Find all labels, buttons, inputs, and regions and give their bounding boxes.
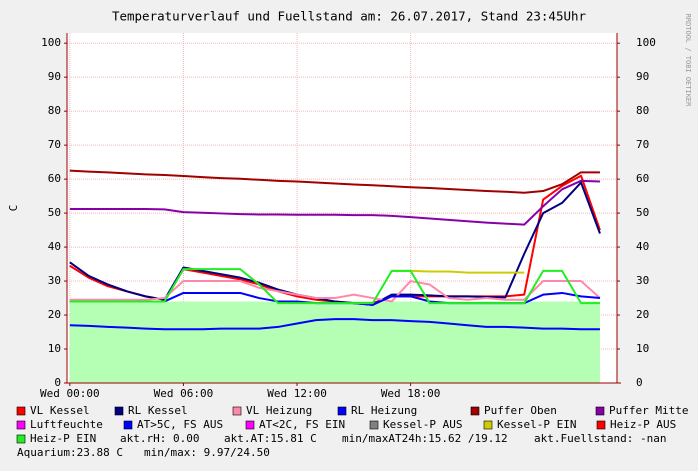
y2-tick-label: 90 <box>636 70 649 83</box>
y-tick-label: 90 <box>48 70 61 83</box>
legend-label: Luftfeuchte <box>30 418 103 431</box>
x-tick-label: Wed 00:00 <box>40 387 100 400</box>
legend-label: Heiz-P AUS <box>610 418 676 431</box>
y2-tick-label: 80 <box>636 104 649 117</box>
y-tick-label: 50 <box>48 206 61 219</box>
y-tick-label: 100 <box>41 36 61 49</box>
y2-tick-label: 0 <box>636 376 643 389</box>
legend-label: Kessel-P AUS <box>383 418 462 431</box>
y2-tick-label: 60 <box>636 172 649 185</box>
y2-tick-label: 30 <box>636 274 649 287</box>
legend-note: akt.AT:15.81 C <box>224 432 317 445</box>
legend-swatch <box>232 406 242 416</box>
x-tick-label: Wed 18:00 <box>381 387 441 400</box>
series-line <box>69 318 600 331</box>
y-tick-label: 60 <box>48 172 61 185</box>
series-line <box>69 280 601 303</box>
series-line <box>391 269 525 274</box>
series-line <box>69 268 600 305</box>
legend-swatch <box>123 420 133 430</box>
legend-swatch <box>483 420 493 430</box>
x-tick-label: Wed 06:00 <box>154 387 214 400</box>
series-line <box>69 179 600 226</box>
legend-label: VL Heizung <box>246 404 312 417</box>
legend-label: Heiz-P EIN <box>30 432 96 445</box>
legend-note: min/max: 9.97/24.50 <box>144 446 270 459</box>
legend-swatch <box>245 420 255 430</box>
y-tick-label: 40 <box>48 240 61 253</box>
legend-label: AT<2C, FS EIN <box>259 418 345 431</box>
y2-tick-label: 70 <box>636 138 649 151</box>
legend-swatch <box>596 420 606 430</box>
legend-swatch <box>16 420 26 430</box>
legend-swatch <box>369 420 379 430</box>
legend-swatch <box>114 406 124 416</box>
x-tick-label: Wed 12:00 <box>267 387 327 400</box>
y2-tick-label: 20 <box>636 308 649 321</box>
y-tick-label: 30 <box>48 274 61 287</box>
legend-label: Kessel-P EIN <box>497 418 576 431</box>
y2-tick-label: 100 <box>636 36 656 49</box>
legend-label: AT>5C, FS AUS <box>137 418 223 431</box>
legend-swatch <box>16 406 26 416</box>
y-tick-label: 80 <box>48 104 61 117</box>
legend-note: Aquarium:23.88 C <box>17 446 123 459</box>
y2-tick-label: 50 <box>636 206 649 219</box>
legend-swatch <box>337 406 347 416</box>
legend-label: RL Heizung <box>351 404 417 417</box>
y-tick-label: 10 <box>48 342 61 355</box>
y-tick-label: 20 <box>48 308 61 321</box>
y2-tick-label: 10 <box>636 342 649 355</box>
legend-swatch <box>595 406 605 416</box>
series-line <box>69 169 600 194</box>
legend-label: Puffer Oben <box>484 404 557 417</box>
legend-note: akt.rH: 0.00 <box>120 432 199 445</box>
y-tick-label: 70 <box>48 138 61 151</box>
legend-swatch <box>470 406 480 416</box>
area <box>69 301 600 383</box>
y-axis-label: C <box>7 205 20 212</box>
chart-title: Temperaturverlauf und Fuellstand am: 26.… <box>112 9 587 24</box>
legend-label: VL Kessel <box>30 404 90 417</box>
legend-label: RL Kessel <box>128 404 188 417</box>
watermark: RRDTOOL / TOBI OETIKER <box>684 14 692 108</box>
legend-note: min/maxAT24h:15.62 /19.12 <box>342 432 508 445</box>
legend-swatch <box>16 434 26 444</box>
y-tick-label: 0 <box>54 376 61 389</box>
legend-label: Puffer Mitte <box>609 404 688 417</box>
y2-tick-label: 40 <box>636 240 649 253</box>
legend-note: akt.Fuellstand: -nan <box>534 432 666 445</box>
